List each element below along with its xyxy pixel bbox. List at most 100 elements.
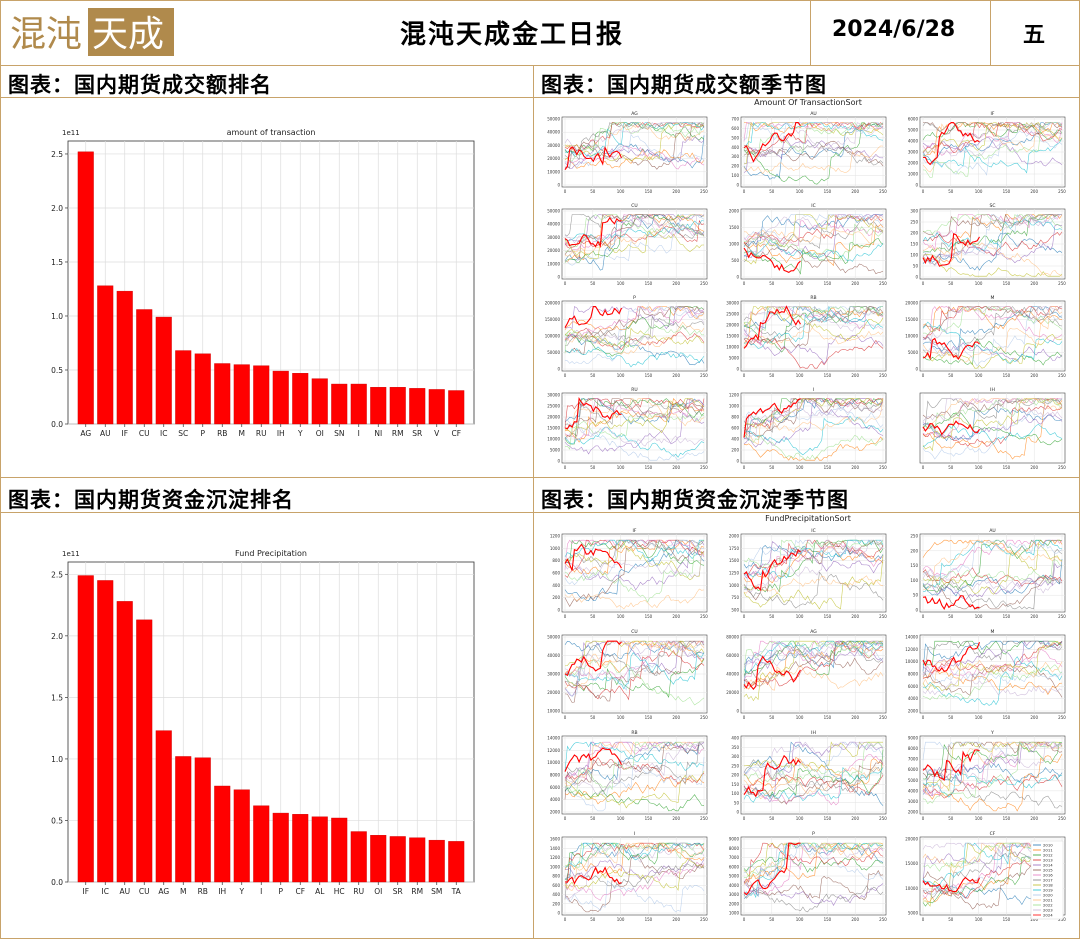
y-tick-label: 20000: [547, 156, 560, 161]
x-tick-label: 150: [645, 917, 653, 922]
series-line-2013: [564, 650, 705, 701]
series-line-2015: [743, 306, 884, 348]
y-tick-label: 1000: [908, 172, 919, 177]
y-tick-label: 1000: [729, 404, 740, 409]
series-line-2011: [743, 436, 884, 461]
series-line-2019: [743, 766, 884, 803]
series-line-2021: [564, 640, 705, 689]
series-line-2022: [564, 539, 705, 603]
series-line-2017: [922, 214, 1062, 265]
x-tick-label: 200: [672, 917, 680, 922]
x-tick-label: 100: [796, 614, 804, 619]
y-tick-label: 1200: [729, 393, 740, 398]
x-tick-label: 150: [824, 816, 832, 821]
fund-rank-chart: Fund Precipitation 1e11 0.0 0.5 1.0 1.5 2.0 2.5…: [51, 549, 475, 896]
series-line-2015: [564, 305, 705, 355]
y-tick-label: 10000: [726, 345, 739, 350]
series-line-2024: [743, 247, 801, 274]
y-tick-label: 14000: [547, 736, 560, 741]
subplot-ag: AG 0 20000 40000 60000 80000 0 50 100 150 200 250: [726, 629, 887, 720]
series-line-2022: [743, 435, 884, 461]
panel-divider-horizontal: [0, 477, 1080, 478]
x-tick-label: AG: [158, 887, 169, 896]
chart-title: Fund Precipitation: [235, 549, 307, 558]
series-line-2015: [564, 640, 705, 703]
y-tick-label: 9000: [908, 736, 919, 741]
series-line-2019: [922, 656, 1063, 706]
series-line-2021: [564, 588, 705, 610]
x-tick-label: NI: [374, 429, 382, 438]
series-line-2015: [922, 213, 1062, 238]
subplot-p: P 1000 2000 3000 4000 5000 6000 7000 8000 9000 0 50…: [729, 831, 887, 922]
header-divider-2: [990, 0, 991, 65]
x-tick-label: 0: [743, 816, 746, 821]
x-tick-label: 50: [590, 715, 596, 720]
subplot-title: IF: [991, 111, 995, 117]
x-tick-label: 100: [975, 614, 983, 619]
y-tick-label: 0: [557, 608, 560, 613]
x-tick-label: 150: [645, 816, 653, 821]
series-line-2019: [564, 220, 705, 243]
x-tick-label: 200: [1030, 189, 1038, 194]
series-line-2017: [743, 571, 884, 609]
y-tick-label: 400: [731, 145, 739, 150]
series-line-2023: [743, 640, 884, 668]
transaction-rank-chart: amount of transaction 1e11 0.0 0.5 1.0 1.5 2.0…: [51, 128, 475, 438]
series-line-2012: [922, 338, 1063, 366]
x-tick-label: 100: [796, 465, 804, 470]
x-tick-label: 250: [700, 917, 708, 922]
y-tick-label: 10000: [547, 709, 560, 714]
subplot-title: I: [634, 831, 635, 837]
bar-sc: [175, 350, 192, 425]
bar-ag: [155, 730, 172, 883]
series-line-2019: [922, 423, 1063, 448]
legend-label: 2020: [1043, 893, 1053, 898]
series-line-2015: [922, 570, 1063, 610]
y-tick-label: 10000: [547, 437, 560, 442]
bar-rm: [409, 837, 426, 883]
panel-title-rule-top: [0, 97, 1080, 98]
x-tick-label: 250: [700, 373, 708, 378]
y-tick-label: 150: [731, 782, 739, 787]
series-line-2022: [564, 214, 705, 253]
y-tick-label: 1250: [729, 571, 740, 576]
series-line-2014: [564, 412, 705, 455]
series-line-2014: [922, 137, 1063, 167]
series-line-2018: [922, 543, 1063, 595]
series-line-2016: [564, 306, 705, 341]
subplot-title: I: [813, 387, 814, 393]
series-line-2023: [564, 427, 705, 447]
x-tick-label: 0: [743, 715, 746, 720]
x-tick-label: 150: [1003, 614, 1011, 619]
series-line-2022: [743, 640, 884, 673]
y-tick-label: 700: [731, 117, 739, 122]
series-line-2016: [564, 398, 705, 441]
y-tick-label: 20000: [726, 690, 739, 695]
bar-sn: [331, 383, 348, 425]
subplot-rb: RB 2000 4000 6000 8000 10000 12000 14000 0 50 100 1…: [547, 730, 708, 821]
series-line-2022: [922, 559, 1063, 587]
x-tick-label: 200: [672, 189, 680, 194]
series-line-2024: [743, 842, 801, 896]
y-tick-label: 150: [910, 563, 918, 568]
y-tick-label: 5000: [729, 356, 740, 361]
series-line-2019: [564, 539, 704, 562]
figure-title: FundPrecipitationSort: [765, 514, 851, 523]
y-tick-label: 12000: [905, 647, 918, 652]
x-tick-label: SR: [393, 887, 403, 896]
bar-ag: [77, 151, 94, 425]
y-tick-label: 3000: [729, 892, 740, 897]
x-tick-label: 150: [1003, 373, 1011, 378]
series-line-2011: [743, 224, 884, 267]
bar-sr: [389, 836, 406, 883]
series-line-2010: [743, 842, 884, 899]
series-line-2018: [564, 230, 704, 260]
subplot-title: IC: [811, 528, 815, 534]
series-line-2017: [922, 548, 1063, 610]
series-line-2014: [564, 137, 705, 169]
y-tick-label: 200000: [545, 301, 561, 306]
x-tick-label: 100: [796, 715, 804, 720]
series-line-2011: [564, 640, 705, 676]
x-tick-label: 200: [672, 614, 680, 619]
y-tick-label: 100: [731, 173, 739, 178]
